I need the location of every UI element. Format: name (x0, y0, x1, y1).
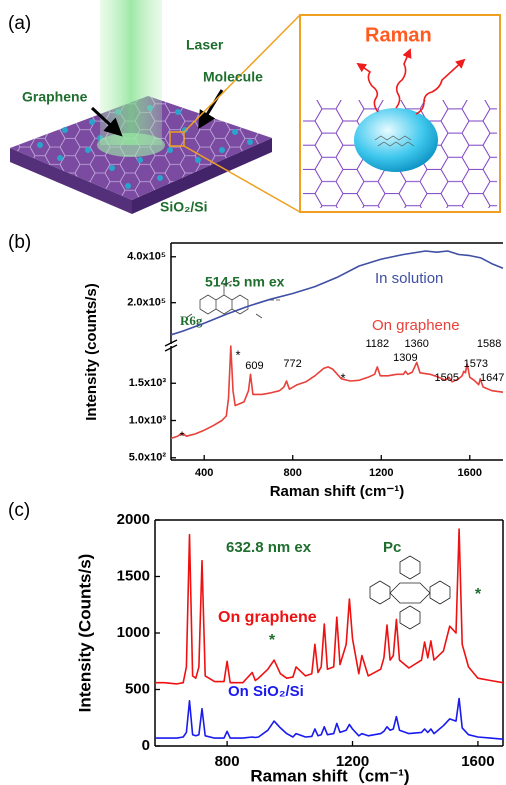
series-line (155, 529, 503, 684)
annotation: * (340, 370, 345, 385)
graphene-label: Graphene (22, 89, 88, 105)
y-axis-label: Intensity (Counts/s) (75, 554, 94, 713)
peak-label: 1647 (480, 372, 504, 384)
y-tick-label: 5.0x10² (129, 452, 167, 464)
x-tick-label: 1200 (369, 467, 393, 479)
annotation: * (269, 632, 276, 649)
annotation: * (235, 347, 240, 362)
y-tick-label: 2.0x10⁵ (127, 297, 166, 309)
annotation: * (475, 586, 482, 603)
laser-spot (97, 133, 165, 157)
y-tick-label: 4.0x10⁵ (127, 251, 166, 263)
panel-a: (a) Laser Graphene Molecule SiO₂/Si Rama… (8, 0, 500, 215)
series-line (155, 699, 503, 740)
series-label: On graphene (372, 317, 460, 334)
structure-sketch (370, 556, 450, 629)
x-tick-label: 400 (195, 467, 213, 479)
molecule-sphere (354, 108, 438, 172)
x-axis-label: Raman shift（cm⁻¹) (250, 765, 409, 785)
excitation-label: 514.5 nm ex (205, 274, 285, 290)
peak-label: 1360 (404, 338, 428, 350)
peak-label: 1309 (393, 352, 417, 364)
y-tick-label: 1.0x10³ (129, 414, 167, 426)
laser-label: Laser (186, 37, 224, 53)
molecule-name: Pc (383, 539, 401, 556)
molecule-label: Molecule (203, 69, 263, 85)
peak-label: 609 (245, 360, 263, 372)
y-tick-label: 2000 (117, 511, 150, 528)
series-label: On SiO₂/Si (228, 683, 304, 700)
x-tick-label: 800 (215, 753, 240, 770)
panel-label: (a) (8, 13, 31, 34)
y-tick-label: 1.5x10³ (129, 377, 167, 389)
x-tick-label: 800 (284, 467, 302, 479)
y-axis-label: Intensity (counts/s) (83, 283, 100, 421)
excitation-label: 632.8 nm ex (226, 539, 312, 556)
annotation: * (179, 428, 184, 443)
x-tick-label: 1600 (461, 753, 494, 770)
raman-label: Raman (365, 24, 432, 46)
peak-label: 1588 (477, 338, 501, 350)
panel-label: (c) (8, 500, 30, 521)
series-label: In solution (375, 270, 443, 287)
y-tick-label: 1000 (117, 624, 150, 641)
y-tick-label: 1500 (117, 567, 150, 584)
substrate-label: SiO₂/Si (160, 199, 207, 215)
series-label: On graphene (218, 609, 317, 626)
peak-label: 1573 (464, 358, 488, 370)
series-line (171, 346, 503, 438)
y-tick-label: 0 (142, 737, 150, 754)
figure: (a) Laser Graphene Molecule SiO₂/Si Rama… (0, 0, 506, 785)
panel-b: (b) 514.5 nm ex R6g In solution On graph… (8, 232, 460, 351)
x-tick-label: 1600 (458, 467, 482, 479)
peak-label: 1182 (365, 338, 389, 350)
panel-label: (b) (8, 232, 31, 253)
x-axis-label: Raman shift (cm⁻¹) (270, 483, 405, 500)
peak-label: 1505 (435, 372, 459, 384)
peak-label: 772 (283, 358, 301, 370)
y-tick-label: 500 (125, 680, 150, 697)
